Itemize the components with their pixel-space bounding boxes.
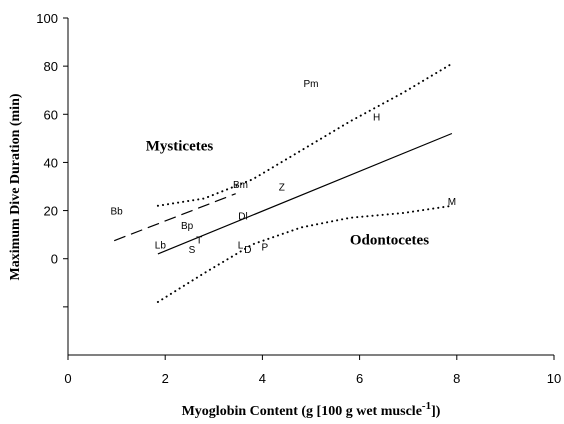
species-label: Dl <box>238 211 247 222</box>
x-tick-label: 2 <box>162 371 169 386</box>
x-axis-title-end: ]) <box>431 404 441 419</box>
species-labels: Pm H M Bm Z Bb Bp Dl Lb TS L D P <box>110 79 456 256</box>
solid-line <box>157 132 453 255</box>
x-tick-label: 4 <box>259 371 266 386</box>
dotted-line <box>156 204 453 303</box>
x-axis-title: Myoglobin Content (g [100 g wet muscle-1… <box>182 400 441 419</box>
species-label: S <box>189 245 196 256</box>
x-axis-title-main: Myoglobin Content (g [100 g wet muscle <box>182 404 422 419</box>
y-tick-label: 20 <box>44 204 58 219</box>
species-label: M <box>448 197 456 208</box>
y-tick-label: 80 <box>44 59 58 74</box>
x-axis-title-superscript: -1 <box>422 400 431 412</box>
plot-lines <box>113 62 453 303</box>
y-tick-label: 60 <box>44 107 58 122</box>
x-tick-label: 0 <box>64 371 71 386</box>
species-label: Pm <box>304 79 319 90</box>
axes <box>67 18 554 356</box>
y-tick-label: 0 <box>51 252 58 267</box>
species-label: Lb <box>155 240 167 251</box>
species-label: Bp <box>181 221 194 232</box>
species-label: P <box>261 243 268 254</box>
group-labels: Mysticetes Odontocetes <box>146 138 429 248</box>
y-axis-title: Maximum Dive Duration (min) <box>8 93 23 280</box>
species-label: Bm <box>233 180 248 191</box>
dotted-line <box>156 62 453 207</box>
species-label: Bb <box>110 207 123 218</box>
species-label: T <box>196 235 202 246</box>
species-label: H <box>373 113 380 124</box>
x-tick-label: 10 <box>547 371 561 386</box>
x-tick-label: 6 <box>356 371 363 386</box>
x-ticks: 0 2 4 6 8 10 <box>64 355 561 386</box>
y-tick-label: 40 <box>44 155 58 170</box>
species-label: Z <box>279 183 285 194</box>
species-label: D <box>244 245 251 256</box>
species-label: L <box>238 240 244 251</box>
y-ticks: 100 80 60 40 20 0 <box>36 11 68 308</box>
dashed-line <box>113 193 236 242</box>
group-label: Mysticetes <box>146 138 214 154</box>
group-label: Odontocetes <box>350 232 429 248</box>
y-tick-label: 100 <box>36 11 58 26</box>
x-tick-label: 8 <box>453 371 460 386</box>
